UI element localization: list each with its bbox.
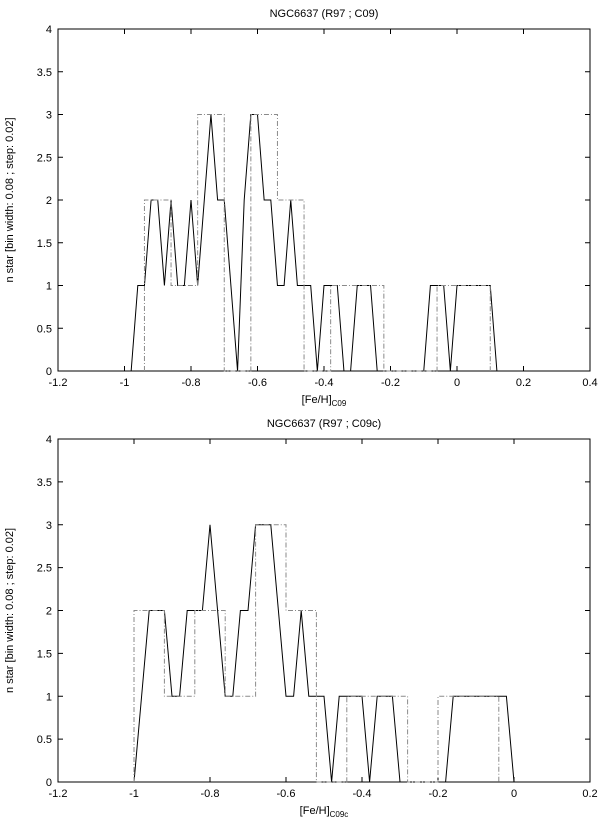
series-line-running-histogram	[130, 114, 498, 372]
y-tick-label: 4	[46, 24, 52, 36]
plot-frame	[57, 28, 591, 372]
x-tick-label: -1	[120, 377, 130, 389]
plot-frame	[57, 438, 591, 783]
y-tick-label: 2	[46, 606, 52, 618]
y-tick-label: 1	[46, 691, 52, 703]
x-tick-label: -1.2	[49, 788, 68, 800]
y-axis-label: n star [bin width: 0.08 ; step: 0.02]	[4, 528, 16, 693]
chart-panel-1: -1.2 -1 -0.8 -0.6 -0.4 -0.2 0 0.2 0.4 0 0.5 1 1.5 2 2.…	[4, 8, 598, 408]
y-tick-label: 2	[46, 195, 52, 207]
x-tick-label: -0.6	[277, 788, 296, 800]
series-line-binned-histogram	[143, 114, 491, 372]
x-tick-label: 0	[454, 377, 460, 389]
x-tick-label: -0.6	[248, 377, 267, 389]
x-tick-label: -0.8	[201, 788, 220, 800]
x-axis-label: [Fe/H]C09c	[300, 805, 349, 819]
chart-panel-2: -1.2 -1 -0.8 -0.6 -0.4 -0.2 0 0.2 0 0.5 1 1.5 2 2.5 3 3…	[4, 418, 598, 819]
y-tick-label: 0.5	[37, 323, 52, 335]
x-axis-label-main: [Fe/H]	[302, 394, 332, 406]
y-tick-label: 3	[46, 110, 52, 122]
x-tick-label: -0.4	[353, 788, 372, 800]
y-axis-label: n star [bin width: 0.08 ; step: 0.02]	[4, 117, 16, 282]
x-tick-label: 0.4	[582, 377, 597, 389]
x-tick-label: -0.8	[182, 377, 201, 389]
x-tick-label: 0.2	[516, 377, 531, 389]
y-tick-label: 3.5	[37, 67, 52, 79]
x-tick-label: -0.2	[381, 377, 400, 389]
x-tick-label: 0.2	[582, 788, 597, 800]
x-tick-label: 0	[511, 788, 517, 800]
y-tick-label: 1.5	[37, 648, 52, 660]
y-tick-label: 0.5	[37, 734, 52, 746]
series-line-running-histogram	[133, 524, 515, 783]
x-tick-label: -0.4	[315, 377, 334, 389]
y-tick-label: 0	[46, 366, 52, 378]
x-tick-label: -1	[129, 788, 139, 800]
x-tick-label: -1.2	[49, 377, 68, 389]
series-line-binned-histogram	[133, 524, 500, 783]
y-tick-label: 2.5	[37, 152, 52, 164]
y-tick-label: 4	[46, 434, 52, 446]
y-tick-label: 3	[46, 520, 52, 532]
y-tick-label: 1.5	[37, 238, 52, 250]
x-axis-label-main: [Fe/H]	[300, 805, 330, 817]
x-axis-label: [Fe/H]C09	[302, 394, 347, 408]
y-tick-label: 2.5	[37, 563, 52, 575]
x-axis-label-subscript: C09c	[330, 810, 349, 819]
x-tick-label: -0.2	[429, 788, 448, 800]
x-axis-label-subscript: C09	[332, 399, 347, 408]
y-tick-label: 0	[46, 777, 52, 789]
chart-title: NGC6637 (R97 ; C09)	[270, 8, 379, 20]
chart-title: NGC6637 (R97 ; C09c)	[267, 418, 381, 430]
y-tick-label: 3.5	[37, 477, 52, 489]
y-tick-label: 1	[46, 281, 52, 293]
